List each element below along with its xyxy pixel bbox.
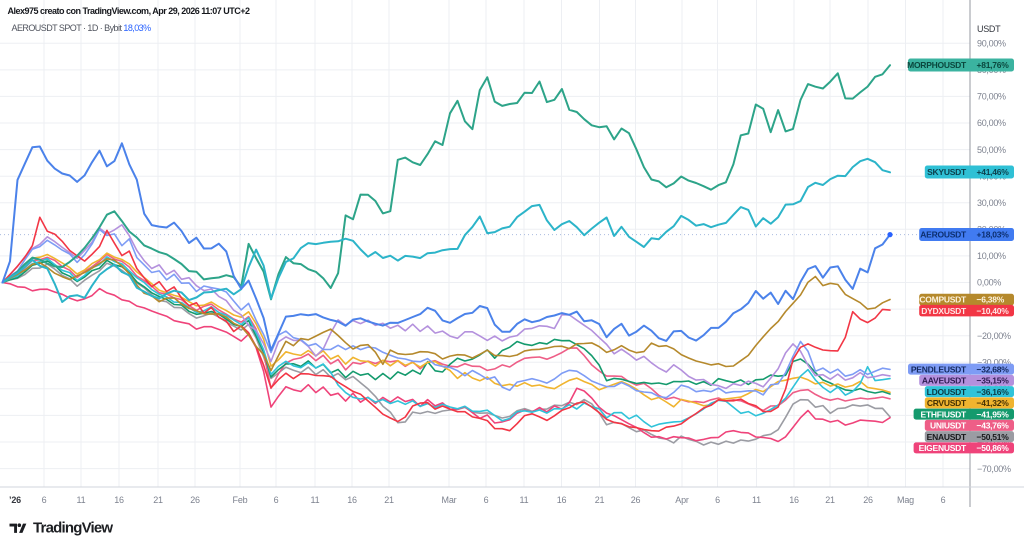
svg-text:Apr: Apr <box>675 495 689 505</box>
svg-text:10,00%: 10,00% <box>977 251 1006 261</box>
svg-text:CRVUSDT: CRVUSDT <box>927 398 967 408</box>
svg-text:UNIUSDT: UNIUSDT <box>930 421 967 431</box>
svg-text:26: 26 <box>631 495 641 505</box>
svg-text:TradingView: TradingView <box>33 520 113 537</box>
svg-text:−50,86%: −50,86% <box>977 443 1010 453</box>
svg-text:21: 21 <box>153 495 163 505</box>
svg-text:AEROUSDT: AEROUSDT <box>920 230 967 240</box>
svg-text:−41,32%: −41,32% <box>977 398 1010 408</box>
svg-text:11: 11 <box>520 495 529 505</box>
svg-text:−6,38%: −6,38% <box>977 295 1005 305</box>
svg-text:LDOUSDT: LDOUSDT <box>927 387 967 397</box>
svg-text:−60,00%: −60,00% <box>977 437 1011 447</box>
svg-text:6: 6 <box>715 495 720 505</box>
svg-text:−20,00%: −20,00% <box>977 331 1011 341</box>
svg-text:Alex975 creato con TradingView: Alex975 creato con TradingView.com, Apr … <box>8 6 251 16</box>
svg-text:+41,46%: +41,46% <box>977 167 1010 177</box>
svg-text:26: 26 <box>190 495 200 505</box>
svg-text:MORPHOUSDT: MORPHOUSDT <box>907 60 967 70</box>
svg-text:16: 16 <box>557 495 567 505</box>
svg-text:60,00%: 60,00% <box>977 118 1006 128</box>
svg-text:11: 11 <box>311 495 320 505</box>
svg-text:50,00%: 50,00% <box>977 145 1006 155</box>
svg-text:EIGENUSDT: EIGENUSDT <box>919 443 967 453</box>
svg-text:16: 16 <box>114 495 124 505</box>
svg-text:COMPUSDT: COMPUSDT <box>919 295 967 305</box>
svg-text:PENDLEUSDT: PENDLEUSDT <box>911 364 967 374</box>
svg-text:−70,00%: −70,00% <box>977 464 1011 474</box>
svg-text:−50,51%: −50,51% <box>977 432 1010 442</box>
svg-text:+81,76%: +81,76% <box>977 60 1010 70</box>
svg-text:−41,95%: −41,95% <box>977 409 1010 419</box>
svg-text:Mag: Mag <box>897 495 914 505</box>
svg-text:21: 21 <box>595 495 605 505</box>
svg-text:−32,68%: −32,68% <box>977 364 1010 374</box>
svg-text:70,00%: 70,00% <box>977 92 1006 102</box>
svg-text:+18,03%: +18,03% <box>977 230 1010 240</box>
svg-text:DYDXUSDT: DYDXUSDT <box>921 306 967 316</box>
svg-text:’26: ’26 <box>9 495 21 505</box>
svg-text:6: 6 <box>941 495 946 505</box>
svg-text:USDT: USDT <box>977 24 1001 34</box>
svg-text:−35,15%: −35,15% <box>977 376 1010 386</box>
svg-text:AAVEUSDT: AAVEUSDT <box>922 376 967 386</box>
svg-text:0,00%: 0,00% <box>977 278 1001 288</box>
svg-text:−36,16%: −36,16% <box>977 387 1010 397</box>
svg-text:21: 21 <box>825 495 835 505</box>
svg-text:90,00%: 90,00% <box>977 39 1006 49</box>
svg-text:−10,40%: −10,40% <box>977 306 1010 316</box>
svg-text:26: 26 <box>863 495 873 505</box>
svg-text:6: 6 <box>274 495 279 505</box>
svg-text:ENAUSDT: ENAUSDT <box>927 432 967 442</box>
svg-text:11: 11 <box>752 495 761 505</box>
svg-text:Feb: Feb <box>233 495 248 505</box>
svg-text:Mar: Mar <box>442 495 457 505</box>
svg-text:ETHFIUSDT: ETHFIUSDT <box>921 409 968 419</box>
svg-text:11: 11 <box>77 495 86 505</box>
svg-text:AEROUSDT SPOT · 1D · Bybit 18: AEROUSDT SPOT · 1D · Bybit 18,03% <box>12 23 152 33</box>
svg-text:SKYUSDT: SKYUSDT <box>927 167 967 177</box>
svg-text:−30,00%: −30,00% <box>977 357 1011 367</box>
svg-text:30,00%: 30,00% <box>977 198 1006 208</box>
svg-text:21: 21 <box>384 495 394 505</box>
svg-text:6: 6 <box>484 495 489 505</box>
svg-text:6: 6 <box>42 495 47 505</box>
svg-text:16: 16 <box>789 495 799 505</box>
svg-text:−43,76%: −43,76% <box>977 421 1010 431</box>
svg-text:16: 16 <box>347 495 357 505</box>
